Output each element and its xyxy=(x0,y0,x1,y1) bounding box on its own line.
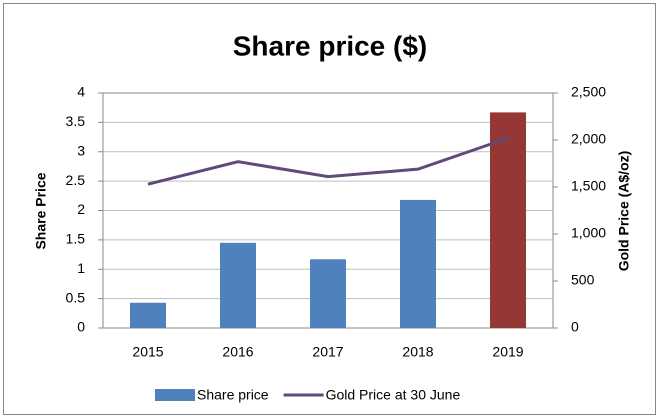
x-tick-label: 2017 xyxy=(312,344,343,360)
y2-tick-label: 2,000 xyxy=(571,131,606,147)
y-tick-label: 3 xyxy=(77,142,85,158)
y2-axis-title: Gold Price (A$/oz) xyxy=(616,151,632,272)
chart-title: Share price ($) xyxy=(233,30,428,61)
y2-tick-label: 1,500 xyxy=(571,178,606,194)
x-tick-label: 2018 xyxy=(402,344,433,360)
legend-label: Share price xyxy=(197,387,269,403)
bar xyxy=(490,112,526,328)
bar xyxy=(400,199,436,328)
chart-border xyxy=(3,3,656,415)
y-tick-label: 2.5 xyxy=(66,172,86,188)
legend-label: Gold Price at 30 June xyxy=(326,387,461,403)
x-tick-label: 2015 xyxy=(132,344,163,360)
y-tick-label: 3.5 xyxy=(66,113,86,129)
y-tick-label: 1 xyxy=(77,260,85,276)
bar xyxy=(310,259,346,328)
y-tick-label: 1.5 xyxy=(66,231,86,247)
y2-tick-label: 500 xyxy=(571,272,595,288)
y-tick-label: 0 xyxy=(77,319,85,335)
y2-tick-label: 2,500 xyxy=(571,84,606,100)
x-tick-label: 2016 xyxy=(222,344,253,360)
y-axis-title: Share Price xyxy=(33,172,49,249)
legend-swatch xyxy=(155,389,195,401)
line xyxy=(147,136,509,186)
y-tick-label: 0.5 xyxy=(66,289,86,305)
y-tick-label: 2 xyxy=(77,201,85,217)
bar xyxy=(130,302,166,328)
y2-tick-label: 0 xyxy=(571,319,579,335)
x-tick-label: 2019 xyxy=(492,344,523,360)
bar xyxy=(220,242,256,328)
y-tick-label: 4 xyxy=(77,84,85,100)
y2-tick-label: 1,000 xyxy=(571,225,606,241)
